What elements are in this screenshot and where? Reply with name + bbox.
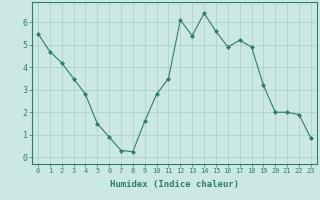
X-axis label: Humidex (Indice chaleur): Humidex (Indice chaleur) [110, 180, 239, 189]
